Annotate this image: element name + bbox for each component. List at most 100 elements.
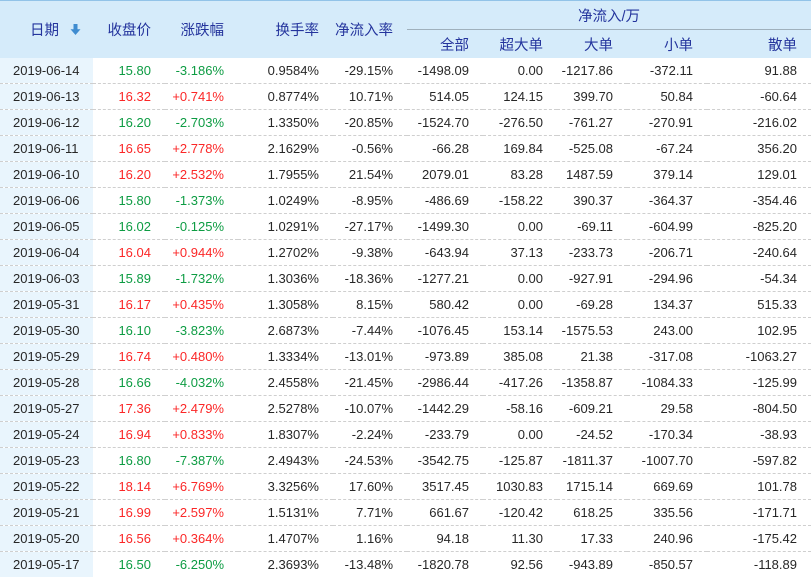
cell-inflow-rate: -18.36% — [333, 265, 407, 292]
cell-large: 399.70 — [557, 83, 627, 110]
cell-small: -170.34 — [627, 421, 707, 448]
cell-date: 2019-05-31 — [0, 291, 93, 318]
cell-large: -927.91 — [557, 265, 627, 292]
column-header-all[interactable]: 全部 — [407, 29, 483, 58]
cell-large: -943.89 — [557, 551, 627, 577]
column-header-retail[interactable]: 散单 — [707, 29, 811, 58]
table-row: 2019-06-06 15.80 -1.373% 1.0249% -8.95% -486.… — [0, 187, 811, 214]
cell-close: 16.32 — [93, 83, 165, 110]
cell-super-large: -125.87 — [483, 447, 557, 474]
cell-close: 15.80 — [93, 58, 165, 84]
table-row: 2019-05-27 17.36 +2.479% 2.5278% -10.07% -144… — [0, 395, 811, 422]
cell-super-large: 1030.83 — [483, 473, 557, 500]
cell-inflow-rate: -10.07% — [333, 395, 407, 422]
cell-date: 2019-05-17 — [0, 551, 93, 577]
cell-super-large: 385.08 — [483, 343, 557, 370]
cell-close: 16.99 — [93, 499, 165, 526]
cell-large: -233.73 — [557, 239, 627, 266]
cell-date: 2019-05-28 — [0, 369, 93, 396]
cell-large: -24.52 — [557, 421, 627, 448]
cell-turnover: 1.3036% — [238, 265, 333, 292]
column-header-large[interactable]: 大单 — [557, 29, 627, 58]
cell-retail: -1063.27 — [707, 343, 811, 370]
cell-turnover: 0.9584% — [238, 58, 333, 84]
cell-super-large: -276.50 — [483, 109, 557, 136]
cell-super-large: 169.84 — [483, 135, 557, 162]
table-row: 2019-05-23 16.80 -7.387% 2.4943% -24.53% -354… — [0, 447, 811, 474]
column-header-super-large[interactable]: 超大单 — [483, 29, 557, 58]
table-row: 2019-05-24 16.94 +0.833% 1.8307% -2.24% -233.… — [0, 421, 811, 448]
cell-super-large: -417.26 — [483, 369, 557, 396]
cell-super-large: 124.15 — [483, 83, 557, 110]
cell-super-large: -58.16 — [483, 395, 557, 422]
cell-date: 2019-06-11 — [0, 135, 93, 162]
cell-small: 379.14 — [627, 161, 707, 188]
cell-change: +0.833% — [165, 421, 238, 448]
cell-change: +0.480% — [165, 343, 238, 370]
cell-inflow-rate: -7.44% — [333, 317, 407, 344]
cell-close: 16.65 — [93, 135, 165, 162]
table-header: 日期 收盘价 涨跌幅 换手率 净流入率 净流入/万 全部 超大单 大单 小单 散… — [0, 1, 811, 58]
cell-turnover: 1.4707% — [238, 525, 333, 552]
cell-close: 16.66 — [93, 369, 165, 396]
column-header-small[interactable]: 小单 — [627, 29, 707, 58]
cell-large: -1217.86 — [557, 58, 627, 84]
cell-large: -761.27 — [557, 109, 627, 136]
cell-change: -1.732% — [165, 265, 238, 292]
cell-change: +0.944% — [165, 239, 238, 266]
table-row: 2019-05-31 16.17 +0.435% 1.3058% 8.15% 580.42… — [0, 291, 811, 318]
column-header-date[interactable]: 日期 — [0, 1, 93, 58]
column-header-close[interactable]: 收盘价 — [93, 1, 165, 58]
column-group-header-net-inflow: 净流入/万 — [407, 1, 811, 30]
cell-small: -67.24 — [627, 135, 707, 162]
cell-close: 16.80 — [93, 447, 165, 474]
cell-change: +2.778% — [165, 135, 238, 162]
cell-close: 16.04 — [93, 239, 165, 266]
cell-turnover: 3.3256% — [238, 473, 333, 500]
cell-change: +0.435% — [165, 291, 238, 318]
cell-small: 50.84 — [627, 83, 707, 110]
cell-all: -1524.70 — [407, 109, 483, 136]
cell-retail: -216.02 — [707, 109, 811, 136]
cell-turnover: 1.0249% — [238, 187, 333, 214]
cell-all: 2079.01 — [407, 161, 483, 188]
cell-inflow-rate: 8.15% — [333, 291, 407, 318]
table-row: 2019-05-17 16.50 -6.250% 2.3693% -13.48% -182… — [0, 551, 811, 577]
table-row: 2019-05-29 16.74 +0.480% 1.3334% -13.01% -973… — [0, 343, 811, 370]
table-row: 2019-06-12 16.20 -2.703% 1.3350% -20.85% -152… — [0, 109, 811, 136]
cell-large: -1811.37 — [557, 447, 627, 474]
cell-small: -372.11 — [627, 58, 707, 84]
cell-retail: -597.82 — [707, 447, 811, 474]
sort-descending-icon[interactable] — [69, 23, 82, 40]
cell-retail: -118.89 — [707, 551, 811, 577]
cell-super-large: 0.00 — [483, 213, 557, 240]
column-header-inflow-rate[interactable]: 净流入率 — [333, 1, 407, 58]
cell-retail: 101.78 — [707, 473, 811, 500]
cell-change: +2.597% — [165, 499, 238, 526]
cell-change: +6.769% — [165, 473, 238, 500]
cell-close: 16.20 — [93, 161, 165, 188]
cell-retail: -125.99 — [707, 369, 811, 396]
table-row: 2019-06-10 16.20 +2.532% 1.7955% 21.54% 2079.… — [0, 161, 811, 188]
cell-change: +2.479% — [165, 395, 238, 422]
cell-small: 669.69 — [627, 473, 707, 500]
cell-small: -317.08 — [627, 343, 707, 370]
column-header-turnover[interactable]: 换手率 — [238, 1, 333, 58]
cell-super-large: 0.00 — [483, 421, 557, 448]
cell-change: +0.364% — [165, 525, 238, 552]
cell-all: -66.28 — [407, 135, 483, 162]
cell-small: 29.58 — [627, 395, 707, 422]
cell-turnover: 2.6873% — [238, 317, 333, 344]
cell-small: -850.57 — [627, 551, 707, 577]
column-header-change[interactable]: 涨跌幅 — [165, 1, 238, 58]
cell-change: -6.250% — [165, 551, 238, 577]
cell-retail: -60.64 — [707, 83, 811, 110]
cell-super-large: 153.14 — [483, 317, 557, 344]
cell-inflow-rate: -13.48% — [333, 551, 407, 577]
cell-inflow-rate: 7.71% — [333, 499, 407, 526]
cell-close: 15.89 — [93, 265, 165, 292]
cell-retail: -354.46 — [707, 187, 811, 214]
cell-inflow-rate: -24.53% — [333, 447, 407, 474]
cell-date: 2019-06-13 — [0, 83, 93, 110]
